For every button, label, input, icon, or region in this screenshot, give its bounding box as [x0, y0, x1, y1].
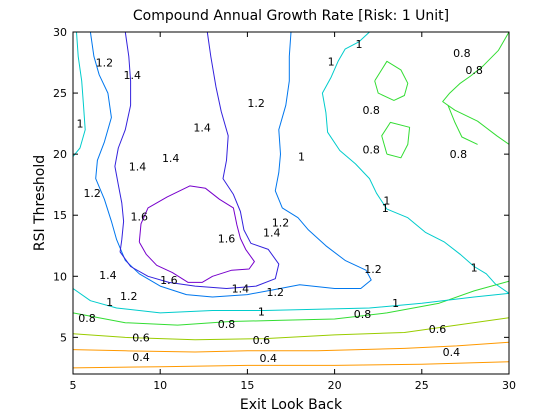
contour-line-0-8-3 [381, 121, 411, 159]
contour-label-1-8: 1 [356, 38, 363, 51]
contour-label-1-2-4: 1.2 [120, 290, 138, 303]
x-tick-label-2: 15 [240, 379, 254, 392]
contour-label-1-2-5: 1.2 [267, 286, 285, 299]
contour-line-1-1 [321, 31, 510, 294]
y-tick-label-1: 10 [53, 270, 67, 283]
y-tick-label-4: 25 [53, 87, 67, 100]
contour-label-1-7: 1 [328, 55, 335, 68]
contour-label-1-4-2: 1.4 [162, 152, 180, 165]
contour-label-1-4-3: 1.4 [129, 160, 147, 173]
contour-label-1-3: 1 [471, 262, 478, 275]
contour-label-1-2: 1 [392, 297, 399, 310]
contour-label-0-8-1: 0.8 [218, 318, 236, 331]
contour-label-0-4-1: 0.4 [260, 352, 278, 365]
contour-label-0-8-2: 0.8 [354, 308, 372, 321]
x-tick-label-4: 25 [415, 379, 429, 392]
contour-label-1-2-2: 1.2 [272, 217, 290, 230]
contour-line-0-8-0 [72, 280, 510, 326]
x-tick-label-5: 30 [502, 379, 516, 392]
contour-line-1-4-0 [114, 31, 280, 289]
contour-label-1-9: 1 [77, 118, 84, 131]
x-axis-label: Exit Look Back [240, 397, 343, 413]
y-axis-label: RSI Threshold [32, 155, 48, 251]
chart-title: Compound Annual Growth Rate [Risk: 1 Uni… [133, 8, 449, 24]
contour-label-0-6-0: 0.6 [132, 331, 150, 344]
contour-line-0-6-0 [72, 317, 510, 341]
y-tick-label-3: 20 [53, 148, 67, 161]
contour-label-1-2-3: 1.2 [83, 187, 101, 200]
contour-line-0-8-2 [442, 31, 510, 145]
contour-label-1-4-5: 1.4 [99, 269, 117, 282]
contour-label-1-2-0: 1.2 [96, 57, 114, 70]
contour-label-0-8-3: 0.8 [362, 104, 380, 117]
contour-line-1-2-0 [89, 31, 372, 298]
x-tick-label-0: 5 [70, 379, 77, 392]
contour-label-1-4-1: 1.4 [193, 121, 211, 134]
contour-line-0-8-1 [447, 105, 478, 145]
contour-label-0-8-7: 0.8 [465, 64, 483, 77]
contour-label-0-4-2: 0.4 [443, 346, 461, 359]
contour-line-0-4-0 [72, 361, 510, 369]
contour-label-1-6-2: 1.6 [160, 274, 178, 287]
plot-area-frame [72, 31, 510, 375]
contour-label-0-4-0: 0.4 [132, 351, 150, 364]
contour-label-1-4-4: 1.4 [263, 226, 281, 239]
contour-label-1-2-6: 1.2 [364, 263, 382, 276]
contour-label-1-6: 1 [298, 151, 305, 164]
contour-label-0-6-1: 0.6 [253, 334, 271, 347]
contour-line-1-2 [72, 31, 86, 157]
contour-label-1-6-1: 1.6 [218, 232, 236, 245]
x-tick-label-1: 10 [153, 379, 167, 392]
contour-label-1-5: 1 [382, 202, 389, 215]
contour-label-0-8-4: 0.8 [362, 143, 380, 156]
y-tick-label-5: 30 [53, 26, 67, 39]
axis-ticks: 5 10 15 20 25 30 5 10 15 20 25 30 [53, 26, 516, 392]
contour-label-1-4-0: 1.4 [124, 69, 142, 82]
contour-labels: 0.4 0.4 0.4 0.6 0.6 0.6 0.8 0.8 0.8 0.8 0.8 0.8 0.8 0… [77, 38, 483, 365]
contour-label-1-4: 1 [383, 195, 390, 208]
y-tick-label-0: 5 [60, 331, 67, 344]
contour-label-1-2-1: 1.2 [247, 97, 265, 110]
contour-lines [72, 31, 510, 369]
contour-line-1-6-0 [138, 185, 255, 283]
contour-label-1-6-0: 1.6 [131, 210, 149, 223]
contour-label-1-4-6: 1.4 [232, 283, 250, 296]
contour-label-0-8-6: 0.8 [453, 47, 471, 60]
contour-line-0-4-1 [72, 341, 510, 353]
contour-label-0-8-5: 0.8 [450, 148, 468, 161]
contour-line-0-8-4 [374, 60, 409, 101]
contour-label-1-1: 1 [258, 306, 265, 319]
x-tick-label-3: 20 [328, 379, 342, 392]
contour-label-0-8-0: 0.8 [78, 312, 96, 325]
contour-line-1-0 [72, 288, 510, 314]
contour-label-0-6-2: 0.6 [429, 323, 447, 336]
y-tick-label-2: 15 [53, 209, 67, 222]
contour-label-1-0: 1 [106, 296, 113, 309]
